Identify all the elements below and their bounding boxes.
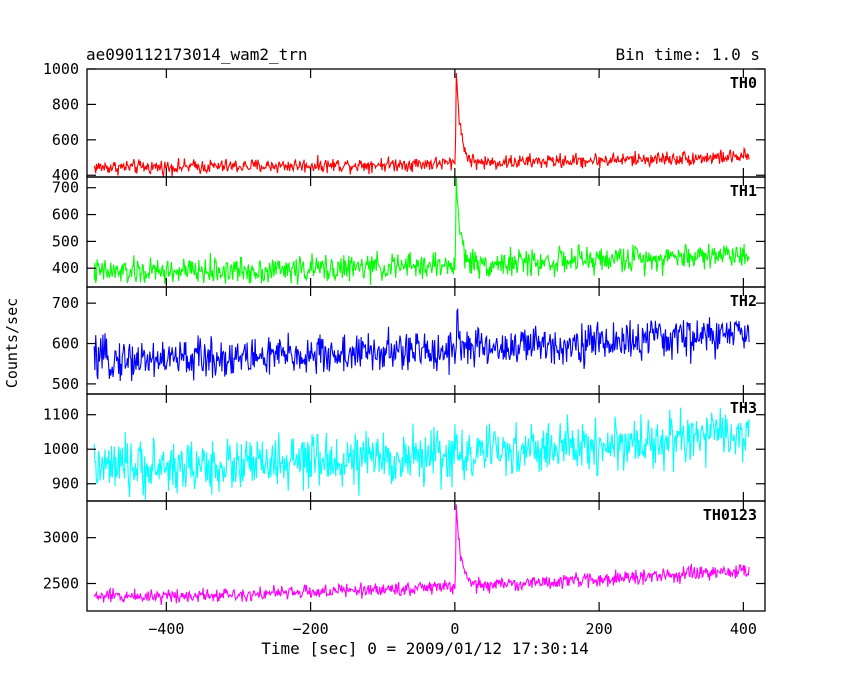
- y-tick-label: 1100: [43, 406, 79, 424]
- y-tick-label: 700: [52, 179, 79, 197]
- x-axis-label: Time [sec] 0 = 2009/01/12 17:30:14: [261, 639, 589, 658]
- y-tick-label: 3000: [43, 529, 79, 547]
- bin-time-label: Bin time: 1.0 s: [616, 45, 761, 64]
- panel-th2: 500 600 700 TH2: [52, 286, 766, 395]
- y-tick-label: 500: [52, 232, 79, 250]
- series-th0: [93, 72, 750, 177]
- panel-label: TH0123: [703, 506, 757, 524]
- x-tick-label: 200: [586, 620, 613, 638]
- y-tick-label: 600: [52, 206, 79, 224]
- y-tick-label: 500: [52, 375, 79, 393]
- y-tick-label: 1000: [43, 60, 79, 78]
- y-tick-label: 400: [52, 259, 79, 277]
- panels-group: 400 600 800 1000 TH0 400 500 600 700 TH1 500 600 700…: [43, 60, 766, 638]
- y-tick-label: 1000: [43, 440, 79, 458]
- y-tick-label: 600: [52, 335, 79, 353]
- series-th2: [93, 307, 750, 382]
- series-th1: [93, 177, 750, 285]
- y-tick-label: 2500: [43, 575, 79, 593]
- x-tick-label: −400: [148, 620, 184, 638]
- panel-label: TH2: [730, 292, 757, 310]
- panel-label: TH1: [730, 182, 757, 200]
- series-th0123: [93, 504, 750, 606]
- series-th3: [93, 407, 750, 500]
- y-tick-label: 400: [52, 166, 79, 184]
- y-tick-label: 800: [52, 95, 79, 113]
- panel-frame: [86, 68, 766, 178]
- panel-th0: 400 600 800 1000 TH0: [43, 60, 766, 184]
- chart-title-left: ae090112173014_wam2_trn: [86, 45, 308, 64]
- x-tick-label: 0: [450, 620, 459, 638]
- panel-th0123: 2500 3000 TH0123: [43, 500, 766, 612]
- panel-label: TH3: [730, 399, 757, 417]
- panel-frame: [86, 500, 766, 612]
- y-tick-label: 900: [52, 475, 79, 493]
- x-tick-label: 400: [730, 620, 757, 638]
- panel-th1: 400 500 600 700 TH1: [52, 176, 766, 288]
- y-tick-label: 600: [52, 131, 79, 149]
- x-tick-label: −200: [293, 620, 329, 638]
- panel-th3: 900 1000 1100 TH3: [43, 393, 766, 502]
- panel-label: TH0: [730, 74, 757, 92]
- y-tick-label: 700: [52, 294, 79, 312]
- y-axis-label: Counts/sec: [3, 298, 21, 388]
